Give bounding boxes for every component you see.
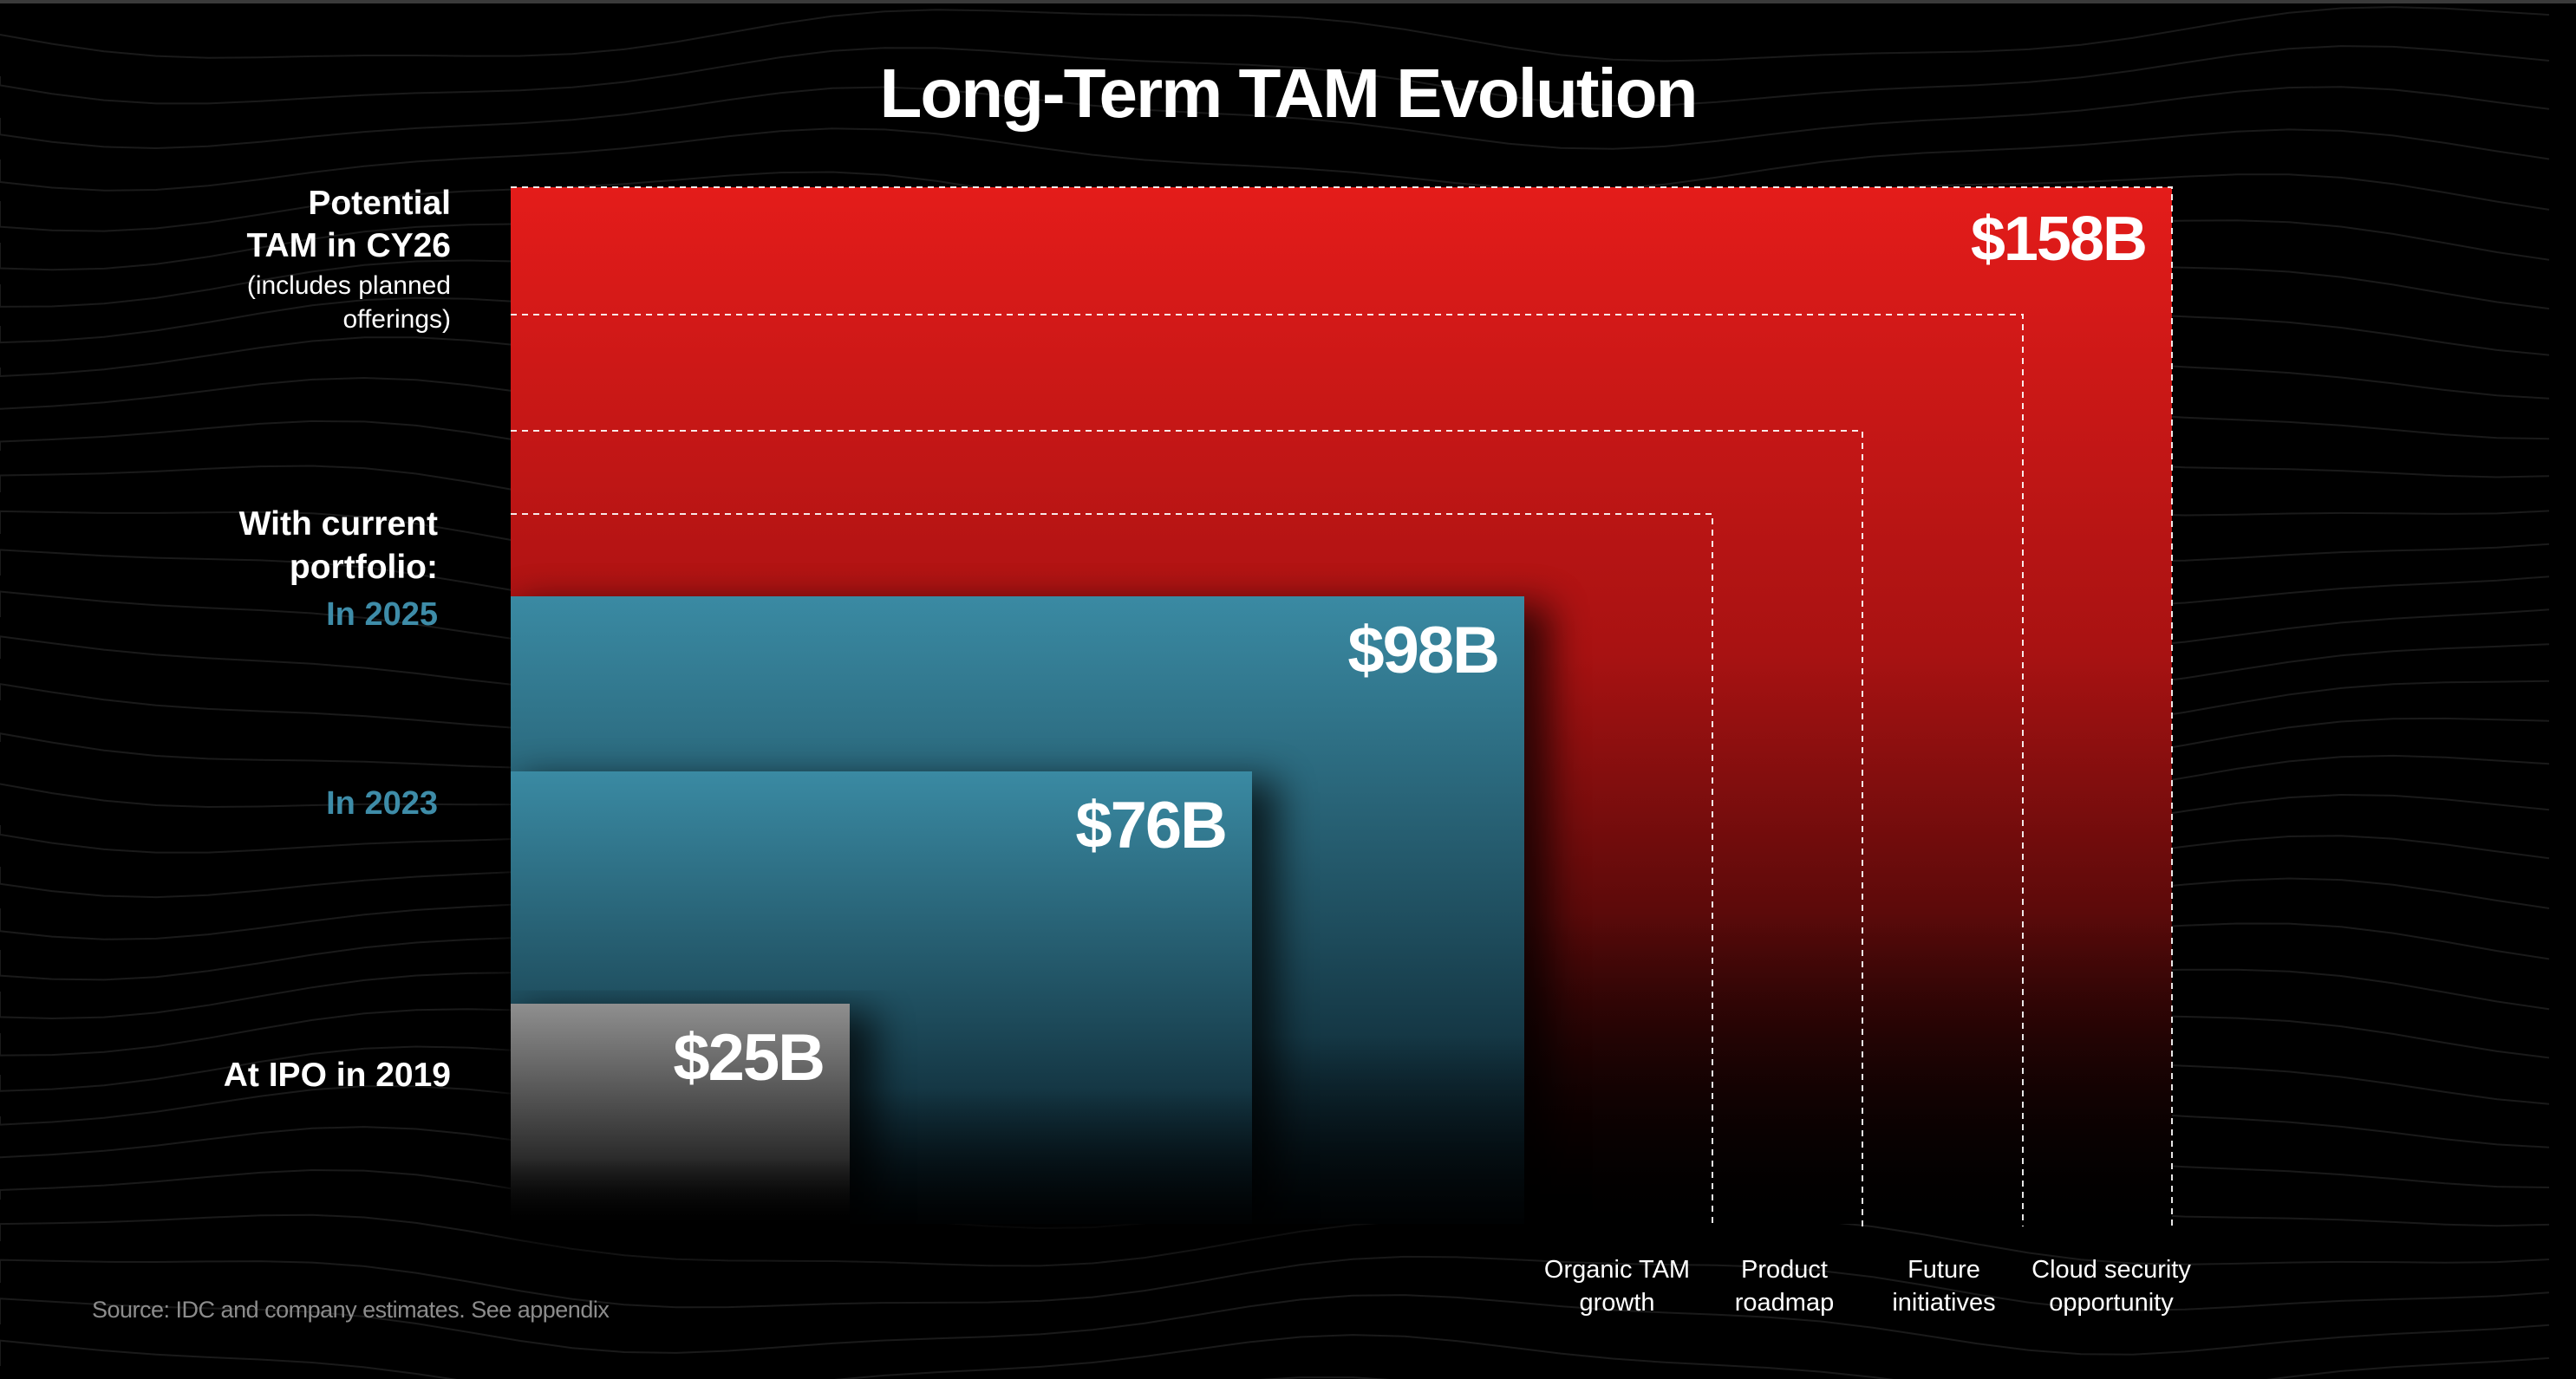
driver-line2: roadmap	[1734, 1289, 1835, 1317]
wave-line	[0, 127, 2550, 192]
label-potential-line1: Potential	[308, 185, 451, 222]
wave-line	[0, 86, 2550, 150]
label-in-2025: In 2025	[326, 596, 438, 633]
dashed-step-product-roadmap	[511, 430, 1863, 1226]
wave-line	[0, 1334, 2550, 1379]
driver-organic-tam-growth: Organic TAM growth	[1544, 1253, 1690, 1319]
label-potential-note-line2: offerings)	[342, 305, 451, 334]
driver-line1: Product	[1741, 1256, 1828, 1284]
top-border	[0, 0, 2576, 3]
driver-line2: opportunity	[2049, 1289, 2174, 1317]
value-label-25b: $25B	[673, 1021, 824, 1095]
label-potential-note-line1: (includes planned	[246, 271, 451, 300]
driver-cloud-security-opportunity: Cloud security opportunity	[2031, 1253, 2191, 1319]
wave-line	[0, 1294, 2550, 1356]
source-note: Source: IDC and company estimates. See a…	[92, 1297, 610, 1323]
wave-line	[0, 1213, 2550, 1267]
label-current-line1: With current	[238, 505, 438, 543]
value-label-98b: $98B	[1347, 614, 1498, 687]
wave-line	[0, 6, 2550, 62]
driver-line1: Organic TAM	[1543, 1256, 1691, 1284]
label-potential-line2: TAM in CY26	[246, 227, 451, 264]
label-at-ipo: At IPO in 2019	[223, 1057, 451, 1094]
driver-future-initiatives: Future initiatives	[1892, 1253, 1995, 1319]
label-potential-note: (includes planned offerings)	[247, 269, 451, 336]
label-potential: Potential TAM in CY26	[247, 182, 451, 267]
label-current-line2: portfolio:	[289, 549, 438, 586]
driver-line2: initiatives	[1892, 1289, 1996, 1317]
driver-product-roadmap: Product roadmap	[1735, 1253, 1834, 1319]
label-current-portfolio: With current portfolio:	[239, 503, 438, 589]
wave-line	[0, 1255, 2550, 1311]
driver-line1: Future	[1908, 1256, 1980, 1284]
chart-title: Long-Term TAM Evolution	[879, 55, 1698, 132]
driver-line1: Cloud security	[2031, 1256, 2191, 1284]
value-label-76b: $76B	[1075, 789, 1226, 862]
label-in-2023: In 2023	[326, 785, 438, 822]
dashed-step-future-initiatives	[511, 314, 2024, 1226]
value-label-158b: $158B	[1971, 205, 2146, 274]
dashed-step-organic-tam-growth	[511, 513, 1713, 1226]
dashed-step-cloud-security-opportunity	[511, 186, 2173, 1226]
driver-line2: growth	[1579, 1289, 1655, 1317]
tam-box-fade	[511, 1004, 850, 1224]
wave-line	[0, 45, 2550, 107]
